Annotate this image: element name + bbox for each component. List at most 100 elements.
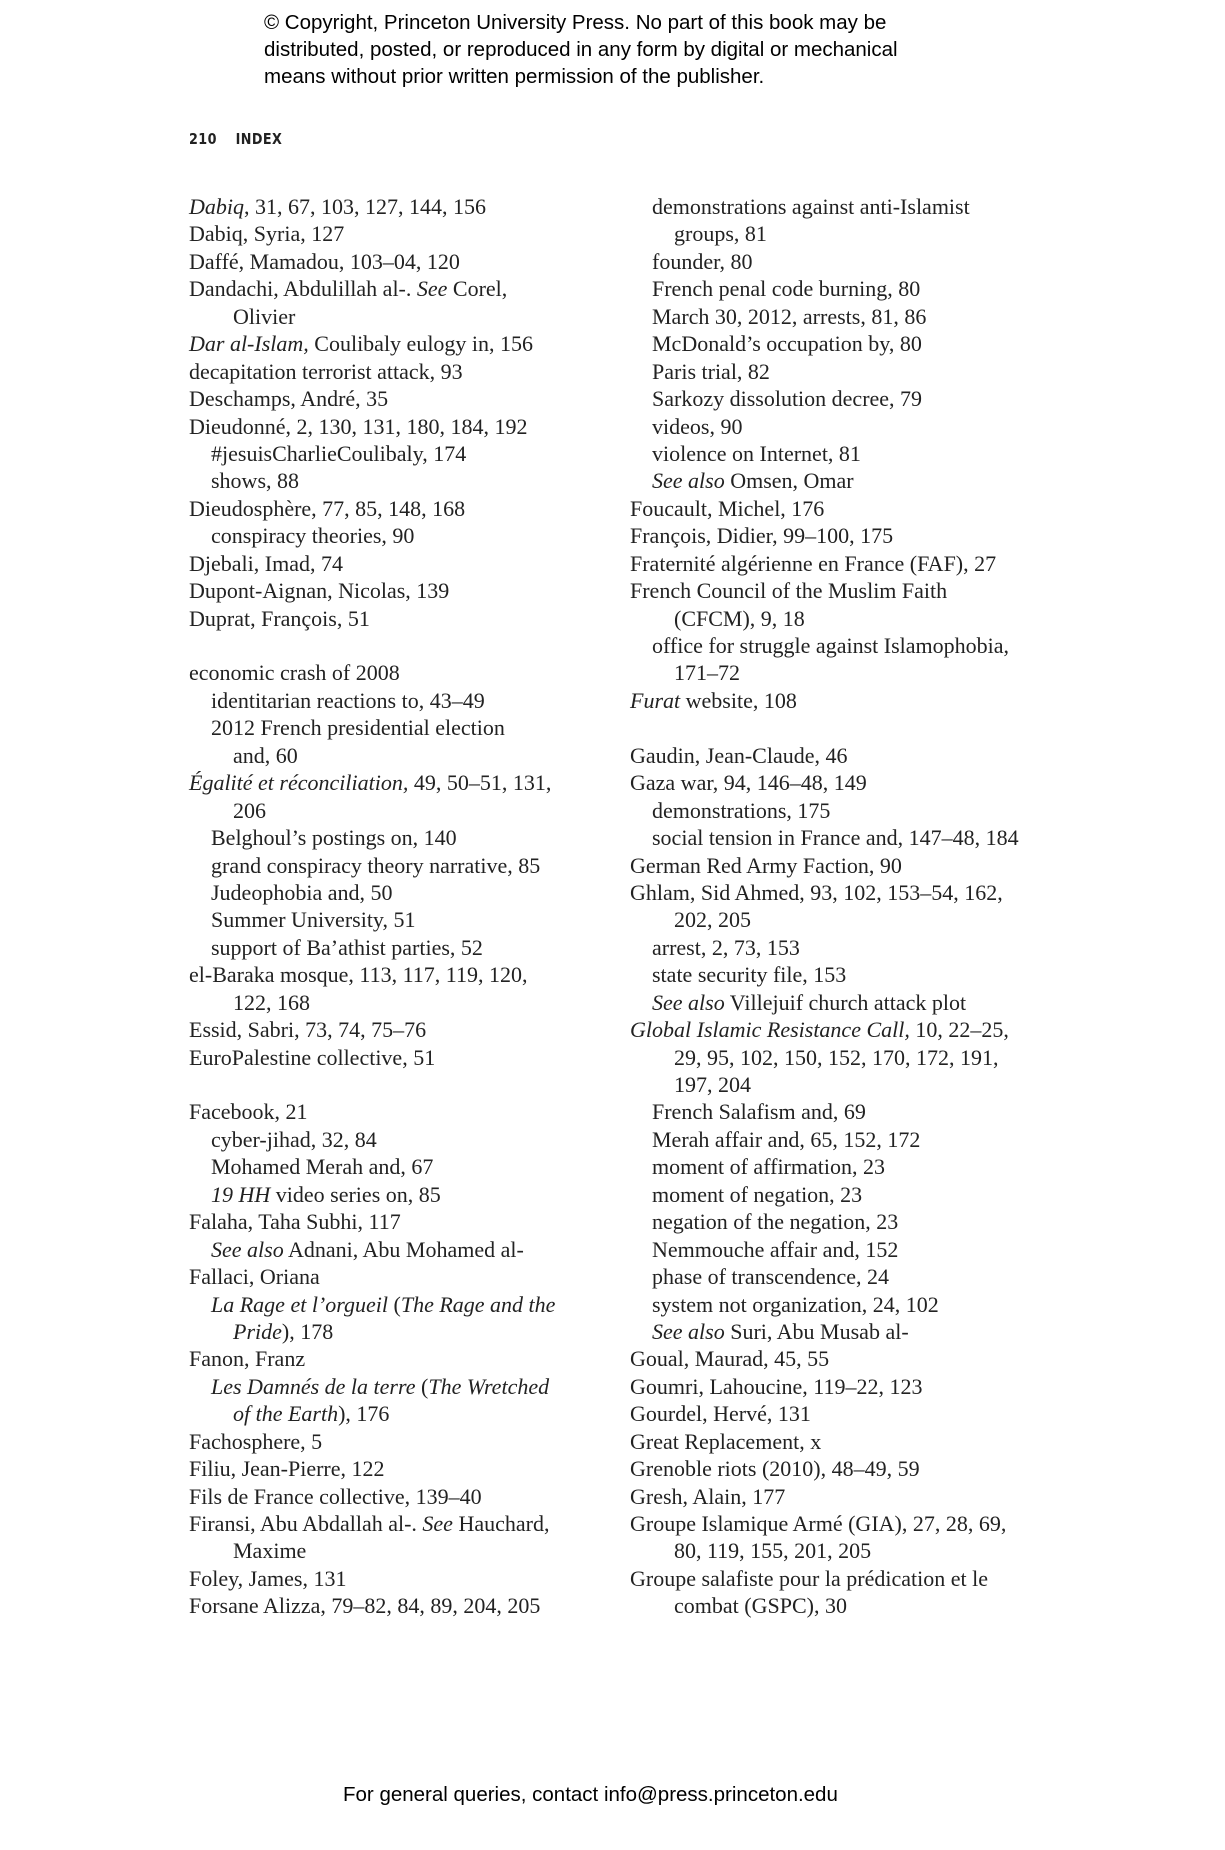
index-entry: Global Islamic Resistance Call, 10, 22–2…	[630, 1016, 1019, 1043]
entry-text: Dupont-Aignan, Nicolas, 139	[189, 578, 450, 604]
entry-text: economic crash of 2008	[189, 660, 400, 686]
index-subentry: moment of affirmation, 23	[630, 1153, 1019, 1180]
index-entry: Gaudin, Jean-Claude, 46	[630, 742, 1019, 769]
index-subentry: support of Ba’athist parties, 52	[189, 934, 555, 961]
index-entry: Dupont-Aignan, Nicolas, 139	[189, 577, 555, 604]
index-subentry: grand conspiracy theory narrative, 85	[189, 852, 555, 879]
entry-text: Corel,	[447, 276, 508, 302]
index-subentry: phase of transcendence, 24	[630, 1263, 1019, 1290]
index-subentry: See also Omsen, Omar	[630, 467, 1019, 494]
entry-text: el-Baraka mosque, 113, 117, 119, 120,	[189, 962, 528, 988]
copyright-line: means without prior written permission o…	[264, 65, 765, 88]
entry-text: (CFCM), 9, 18	[674, 605, 805, 631]
index-subentry: videos, 90	[630, 413, 1019, 440]
entry-text: Dieudonné, 2, 130, 131, 180, 184, 192	[189, 413, 528, 439]
index-subentry: See also Suri, Abu Musab al-	[630, 1318, 1019, 1345]
entry-text: French Salafism and, 69	[652, 1099, 866, 1125]
index-entry: Daffé, Mamadou, 103–04, 120	[189, 248, 555, 275]
entry-text: arrest, 2, 73, 153	[652, 934, 800, 960]
entry-text: 206	[233, 797, 266, 823]
index-subentry: state security file, 153	[630, 961, 1019, 988]
entry-text: McDonald’s occupation by, 80	[652, 331, 922, 357]
italic-text: See	[422, 1511, 453, 1536]
index-entry: Gourdel, Hervé, 131	[630, 1400, 1019, 1427]
entry-text: Gaudin, Jean-Claude, 46	[630, 742, 848, 768]
copyright-notice: © Copyright, Princeton University Press.…	[264, 9, 898, 90]
index-subentry: 19 HH video series on, 85	[189, 1181, 555, 1208]
entry-text: negation of the negation, 23	[652, 1209, 899, 1235]
copyright-line: © Copyright, Princeton University Press.…	[264, 11, 887, 34]
entry-text: Grenoble riots (2010), 48–49, 59	[630, 1456, 920, 1482]
index-entry: Facebook, 21	[189, 1098, 555, 1125]
entry-text: Hauchard,	[452, 1511, 550, 1536]
entry-text: and, 60	[233, 742, 298, 768]
index-entry: Furat website, 108	[630, 687, 1019, 714]
entry-text: ), 178	[281, 1318, 334, 1344]
index-subentry: demonstrations against anti-Islamist	[630, 193, 1019, 220]
index-subentry: French penal code burning, 80	[630, 275, 1019, 302]
entry-text: ), 176	[338, 1401, 390, 1427]
italic-text: See	[416, 276, 448, 302]
italic-text: The Wretched	[428, 1373, 550, 1399]
index-column-left: Dabiq, 31, 67, 103, 127, 144, 156 Dabiq, …	[189, 193, 555, 1620]
entry-text: Gourdel, Hervé, 131	[630, 1401, 811, 1427]
index-entry: French Council of the Muslim Faith	[630, 577, 1019, 604]
index-entry: Forsane Alizza, 79–82, 84, 89, 204, 205	[189, 1592, 555, 1619]
index-subentry: conspiracy theories, 90	[189, 522, 555, 549]
entry-text: video series on, 85	[270, 1181, 441, 1207]
index-subentry: March 30, 2012, arrests, 81, 86	[630, 303, 1019, 330]
entry-text: Great Replacement, x	[630, 1428, 822, 1454]
entry-text: German Red Army Faction, 90	[630, 852, 902, 878]
entry-text: Merah affair and, 65, 152, 172	[652, 1126, 921, 1152]
index-entry: EuroPalestine collective, 51	[189, 1044, 555, 1071]
index-subentry: moment of negation, 23	[630, 1181, 1019, 1208]
entry-text: groups, 81	[674, 221, 767, 247]
entry-text: March 30, 2012, arrests, 81, 86	[652, 303, 927, 329]
index-subentry: Belghoul’s postings on, 140	[189, 824, 555, 851]
index-subentry: Nemmouche affair and, 152	[630, 1236, 1019, 1263]
index-entry: Deschamps, André, 35	[189, 385, 555, 412]
entry-text: Forsane Alizza, 79–82, 84, 89, 204, 205	[189, 1593, 541, 1619]
index-subentry: 2012 French presidential election	[189, 714, 555, 741]
italic-text: See also	[652, 468, 725, 494]
entry-text: #jesuisCharlieCoulibaly, 174	[211, 440, 467, 466]
entry-text: Groupe salafiste pour la prédication et …	[630, 1565, 988, 1591]
index-entry: Essid, Sabri, 73, 74, 75–76	[189, 1016, 555, 1043]
italic-text: See also	[211, 1236, 284, 1262]
entry-text: Gresh, Alain, 177	[630, 1483, 786, 1509]
entry-text: website, 108	[680, 687, 797, 713]
index-entry: Foucault, Michel, 176	[630, 495, 1019, 522]
index-entry-continuation: Olivier	[189, 303, 555, 330]
entry-text: 122, 168	[233, 989, 310, 1015]
index-entry: Dieudonné, 2, 130, 131, 180, 184, 192	[189, 413, 555, 440]
index-entry: Grenoble riots (2010), 48–49, 59	[630, 1455, 1019, 1482]
italic-text: Dar al-Islam,	[189, 331, 309, 357]
entry-text: videos, 90	[652, 413, 743, 439]
index-entry: Goual, Maurad, 45, 55	[630, 1345, 1019, 1372]
entry-text: French penal code burning, 80	[652, 276, 921, 302]
index-entry-continuation: 122, 168	[189, 989, 555, 1016]
index-entry: Dabiq, 31, 67, 103, 127, 144, 156	[189, 193, 555, 220]
entry-text: Dabiq, Syria, 127	[189, 221, 345, 247]
entry-text: system not organization, 24, 102	[652, 1291, 939, 1317]
entry-text: Coulibaly eulogy in, 156	[308, 331, 534, 357]
entry-text: 202, 205	[674, 907, 751, 933]
entry-text: Olivier	[233, 303, 296, 329]
entry-text: 49, 50–51, 131,	[408, 770, 552, 796]
index-subentry: Judeophobia and, 50	[189, 879, 555, 906]
entry-text: violence on Internet, 81	[652, 440, 861, 466]
entry-text: Groupe Islamique Armé (GIA), 27, 28, 69,	[630, 1511, 1007, 1536]
entry-text: cyber-jihad, 32, 84	[211, 1126, 377, 1152]
entry-text: demonstrations, 175	[652, 797, 831, 823]
index-subentry: arrest, 2, 73, 153	[630, 934, 1019, 961]
index-subentry: See also Adnani, Abu Mohamed al-	[189, 1236, 555, 1263]
entry-text: Summer University, 51	[211, 907, 416, 933]
italic-text: Pride	[233, 1318, 282, 1344]
entry-text: state security file, 153	[652, 962, 847, 988]
index-subentry: #jesuisCharlieCoulibaly, 174	[189, 440, 555, 467]
index-entry: François, Didier, 99–100, 175	[630, 522, 1019, 549]
index-entry-continuation: 80, 119, 155, 201, 205	[630, 1537, 1019, 1564]
italic-text: See also	[652, 1318, 725, 1344]
index-entry-continuation: of the Earth), 176	[189, 1400, 555, 1427]
index-entry: Gaza war, 94, 146–48, 149	[630, 769, 1019, 796]
